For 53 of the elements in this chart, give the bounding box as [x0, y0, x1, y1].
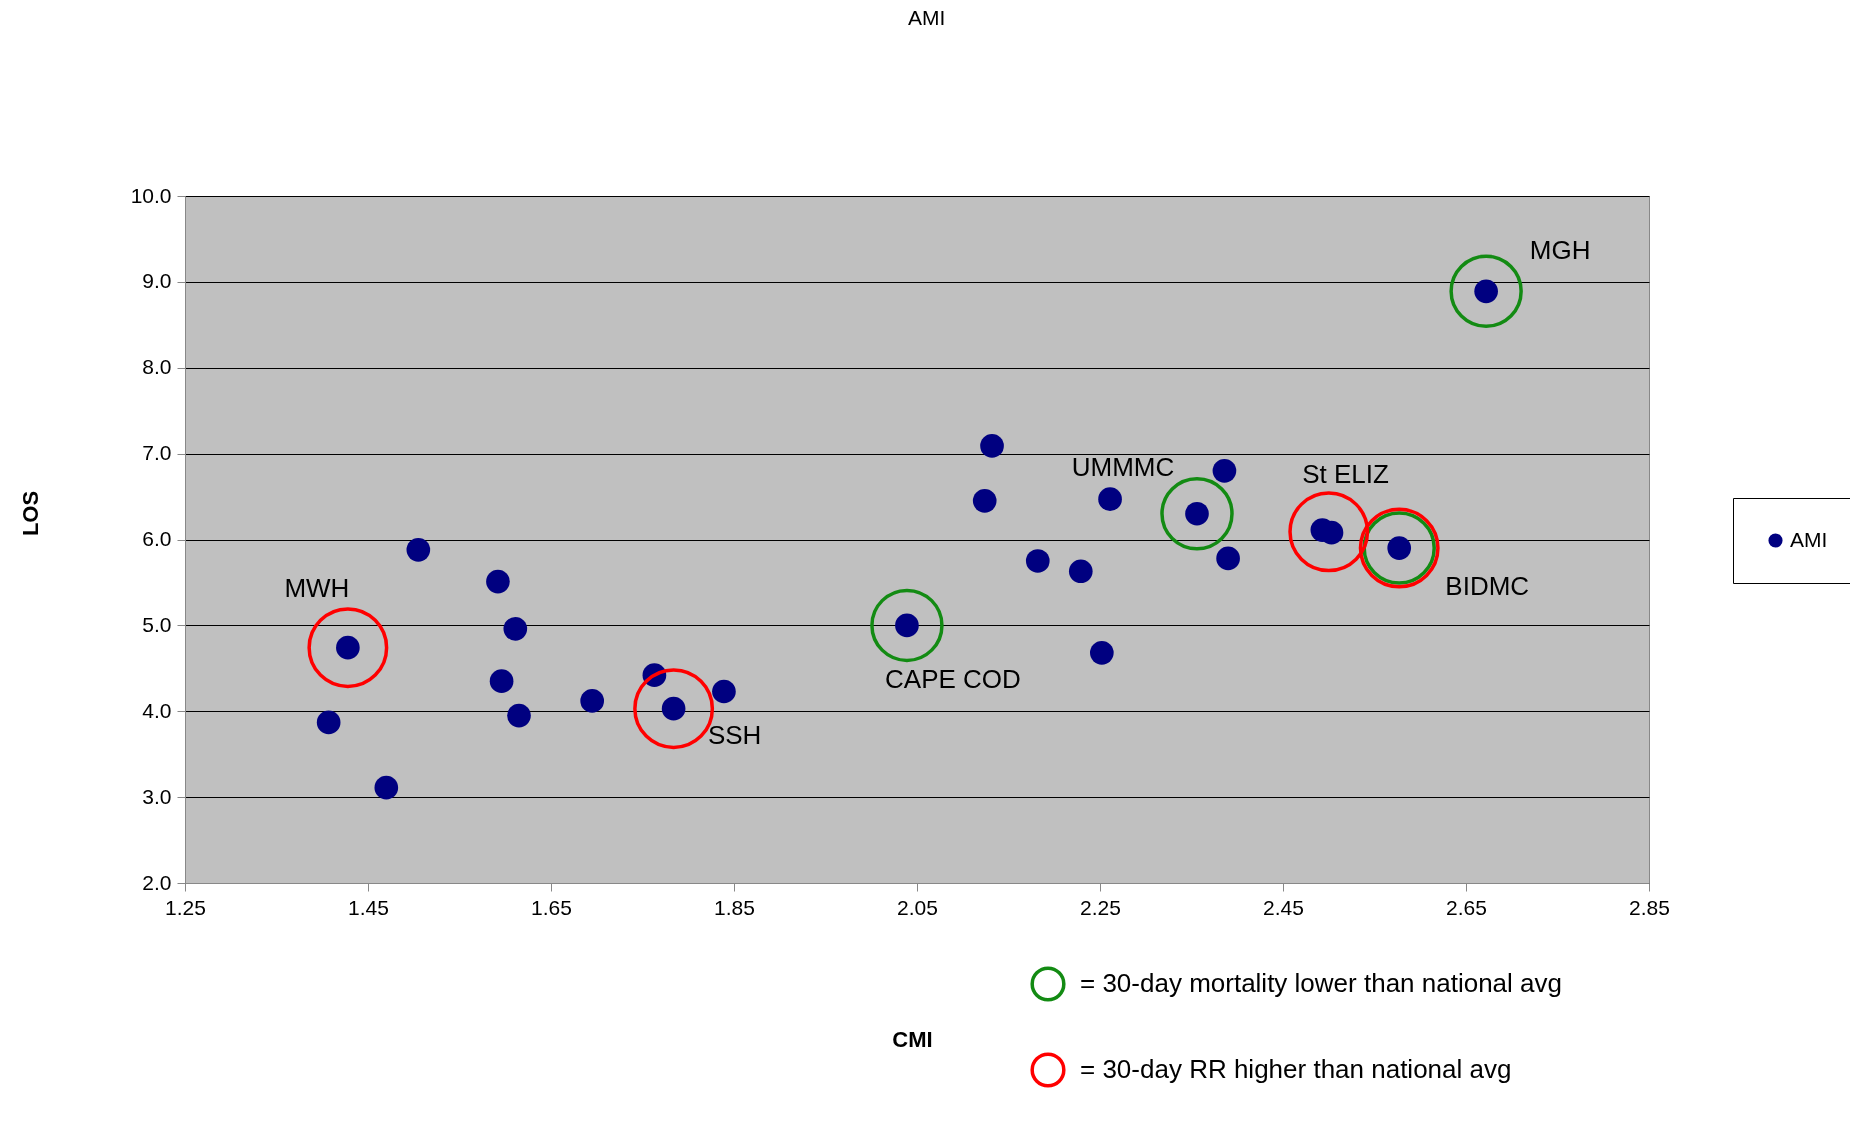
point [1212, 458, 1237, 483]
point [1025, 549, 1050, 573]
point [1068, 559, 1093, 584]
point [507, 703, 531, 728]
point [489, 669, 514, 693]
annotation: St ELIZ [1302, 458, 1389, 489]
y-tick-label: 2.0 [142, 870, 172, 894]
legend-label: AMI [1790, 527, 1828, 551]
point [1090, 641, 1114, 665]
point [1160, 477, 1234, 551]
y-tick-label: 6.0 [142, 527, 172, 550]
x-tick-label: 1.65 [531, 895, 572, 919]
annotation: CAPE COD [885, 664, 1021, 695]
annotation: BIDMC [1445, 571, 1530, 602]
x-tick-label: 2.25 [1080, 895, 1121, 919]
point [307, 607, 389, 689]
x-axis-title: CMI [892, 1026, 933, 1052]
point [580, 689, 605, 713]
point [1216, 546, 1240, 571]
y-tick-label: 10.0 [130, 183, 172, 207]
annotation: UMMMC [1071, 451, 1175, 482]
legend-label: = 30-day RR higher than national avg [1080, 1054, 1512, 1084]
annotation: MWH [284, 572, 350, 603]
point [1288, 491, 1370, 573]
point [374, 775, 399, 800]
x-tick-label: 2.85 [1629, 895, 1670, 919]
point [316, 710, 341, 735]
point [406, 538, 431, 562]
point [870, 588, 944, 663]
x-tick-label: 1.45 [348, 895, 389, 919]
point [980, 434, 1004, 458]
y-tick-label: 7.0 [142, 441, 172, 465]
annotation: SSH [707, 719, 762, 750]
y-tick-label: 8.0 [142, 355, 172, 379]
x-tick-label: 2.05 [897, 895, 938, 919]
point [972, 489, 997, 513]
x-tick-label: 1.25 [165, 895, 206, 919]
annotation: MGH [1529, 235, 1591, 266]
y-tick-label: 4.0 [142, 698, 172, 722]
y-axis-title: LOS [17, 490, 43, 537]
legend-label: = 30-day mortality lower than national avg [1080, 968, 1562, 998]
y-tick-label: 3.0 [142, 784, 172, 808]
point [486, 569, 510, 594]
point [1449, 254, 1523, 328]
point [712, 679, 736, 704]
point [1098, 487, 1122, 511]
x-tick-label: 2.65 [1446, 895, 1487, 919]
y-tick-label: 5.0 [142, 612, 172, 636]
point [503, 617, 528, 641]
chart-title: AMI [908, 6, 946, 29]
x-tick-label: 2.45 [1263, 895, 1304, 919]
x-tick-label: 1.85 [714, 895, 755, 919]
y-tick-label: 9.0 [142, 269, 172, 293]
